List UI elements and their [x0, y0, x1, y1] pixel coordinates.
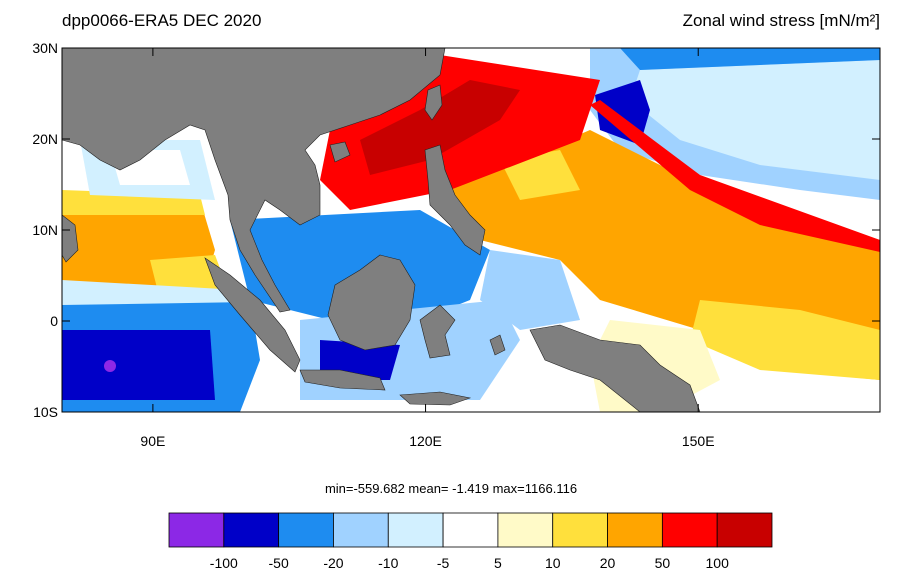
lon-tick-label: 90E [140, 433, 165, 449]
title: dpp0066-ERA5 DEC 2020 [62, 11, 261, 30]
field-region [62, 330, 215, 400]
colorbar-box [552, 512, 608, 548]
colorbar-box [333, 512, 389, 548]
colorbar-label: 50 [655, 555, 671, 571]
colorbar-box [661, 512, 718, 548]
land-java [299, 369, 386, 391]
colorbar-label: -10 [378, 555, 398, 571]
lon-tick-label: 150E [682, 433, 715, 449]
land-sri-lanka [62, 214, 79, 263]
field-region [590, 100, 880, 252]
lat-tick-label: 10S [33, 404, 58, 420]
land-island [489, 334, 506, 356]
colorbar-box [442, 512, 499, 548]
colorbar-label: -20 [323, 555, 343, 571]
land-asia [62, 48, 446, 313]
variable-title: Zonal wind stress [mN/m²] [683, 11, 880, 30]
colorbar-box [168, 512, 225, 548]
land-borneo [327, 254, 416, 351]
field-region [62, 280, 250, 305]
field-region [690, 300, 880, 380]
colorbar-label: 5 [494, 555, 502, 571]
field-region [104, 360, 116, 372]
field-region [360, 80, 520, 175]
colorbar-box [223, 512, 280, 548]
land-sulawesi [419, 304, 456, 359]
lat-tick-label: 20N [32, 131, 58, 147]
colorbar-box [497, 512, 554, 548]
colorbar-box [607, 512, 663, 548]
field-region [630, 60, 880, 180]
land-hainan [329, 141, 351, 163]
colorbar-label: -100 [210, 555, 238, 571]
colorbar-label: -50 [269, 555, 289, 571]
colorbar-box [278, 512, 334, 548]
colorbar: -100 -50 -20 -10 -5 5 10 20 50 100 [168, 512, 773, 571]
land-philippines [424, 144, 486, 256]
lat-tick-label: 0 [50, 313, 58, 329]
lat-tick-label: 30N [32, 40, 58, 56]
colorbar-label: 100 [706, 555, 730, 571]
stats: min=-559.682 mean= -1.419 max=1166.116 [325, 481, 577, 496]
colorbar-label: 20 [600, 555, 616, 571]
colorbar-label: 10 [545, 555, 561, 571]
lon-tick-label: 120E [409, 433, 442, 449]
field-region [230, 210, 490, 320]
axes: 90E 120E 150E 30N 20N 10N 0 10S [32, 40, 880, 449]
land-new-guinea [529, 324, 701, 412]
field-region [620, 48, 880, 70]
land-island [399, 391, 472, 406]
field-region [480, 250, 580, 330]
colorbar-box [387, 512, 444, 548]
land-sumatra [204, 257, 301, 373]
colorbar-box [716, 512, 773, 548]
wind-stress-field [62, 48, 880, 412]
colorbar-label: -5 [437, 555, 450, 571]
lat-tick-label: 10N [32, 222, 58, 238]
land-taiwan [424, 84, 443, 121]
